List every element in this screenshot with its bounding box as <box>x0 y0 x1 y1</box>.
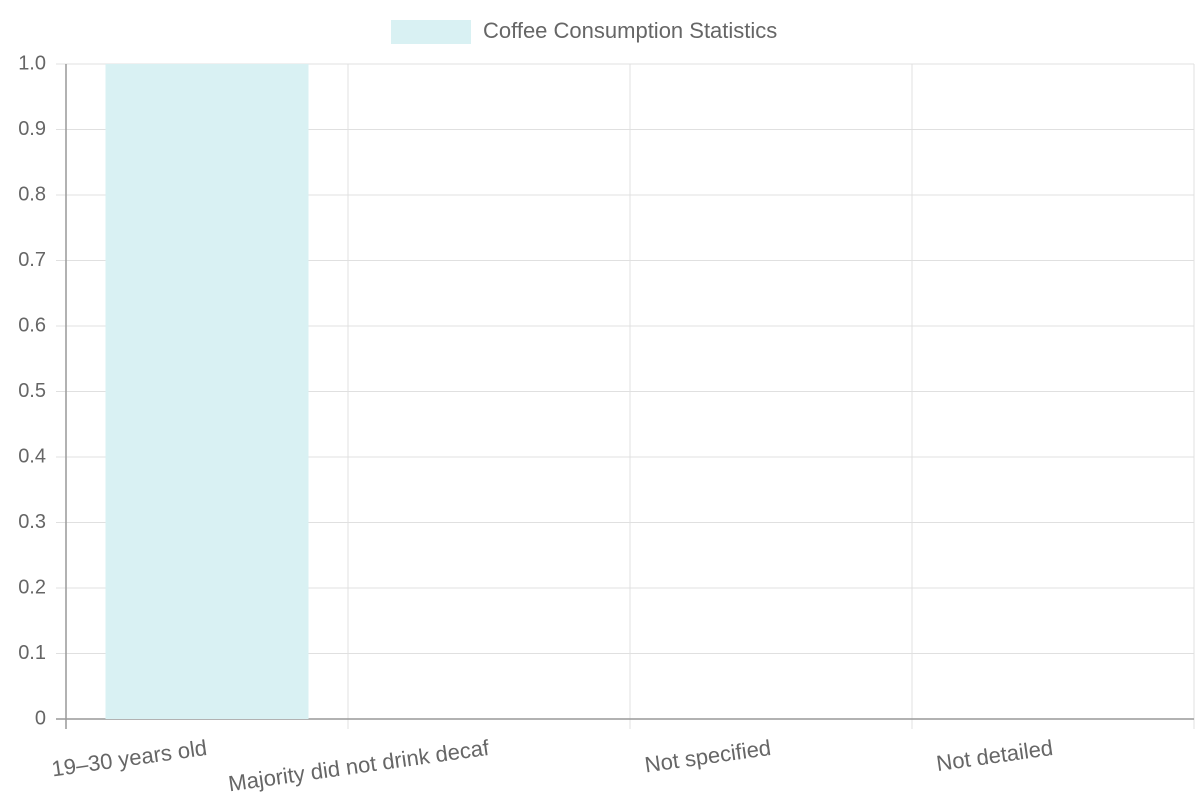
y-tick-label: 0.3 <box>18 511 46 533</box>
x-tick-label: 19–30 years old <box>50 735 209 782</box>
y-tick-label: 0 <box>35 707 46 729</box>
y-tick-label: 0.2 <box>18 576 46 598</box>
legend-swatch <box>391 20 471 44</box>
y-tick-label: 1.0 <box>18 52 46 74</box>
y-tick-label: 0.5 <box>18 380 46 402</box>
y-tick-label: 0.4 <box>18 445 46 467</box>
y-tick-label: 0.8 <box>18 183 46 205</box>
x-tick-label: Not detailed <box>935 735 1055 776</box>
y-tick-label: 0.9 <box>18 118 46 140</box>
y-tick-label: 0.6 <box>18 314 46 336</box>
y-tick-label: 0.7 <box>18 249 46 271</box>
y-tick-label: 0.1 <box>18 642 46 664</box>
bar <box>105 64 309 719</box>
x-tick-label: Majority did not drink decaf <box>227 735 492 796</box>
x-tick-label: Not specified <box>643 735 772 777</box>
legend-label: Coffee Consumption Statistics <box>483 18 777 43</box>
